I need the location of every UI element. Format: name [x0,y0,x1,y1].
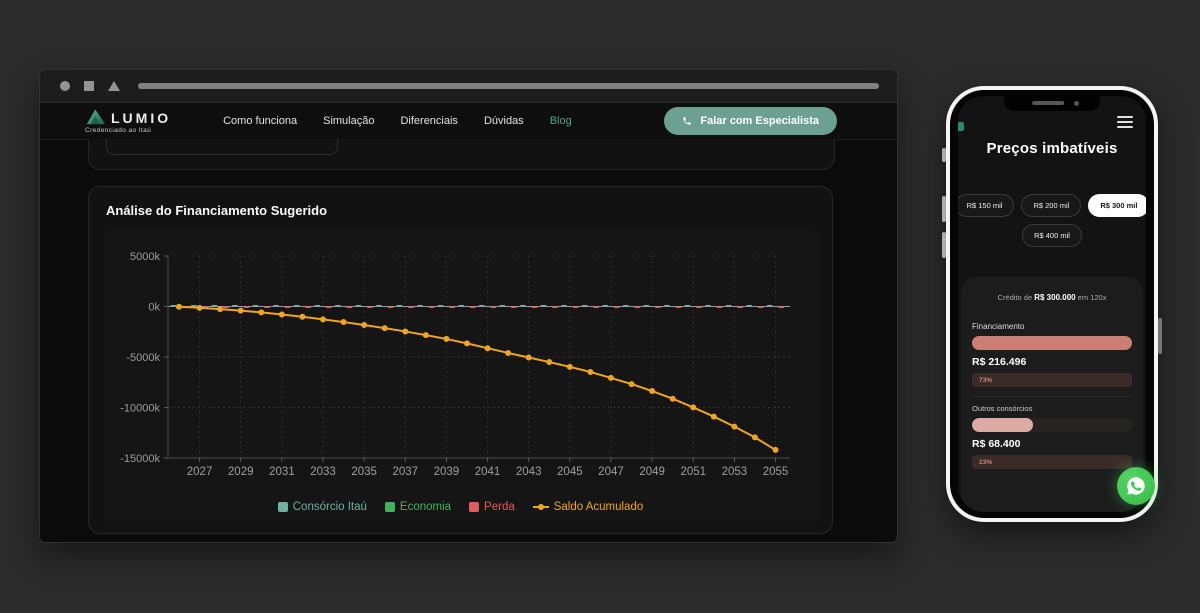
price-pill-300[interactable]: R$ 300 mil [1088,194,1146,217]
window-controls [60,81,120,91]
price-pill-row-2: R$ 400 mil [958,224,1146,247]
whatsapp-icon [1127,477,1145,495]
svg-text:-10000k: -10000k [120,403,160,415]
legend-marker-icon [469,502,480,512]
chart-panel: 5000k 0k -5000k -10000k -15000k 2027 2029 2031 2… [104,229,817,522]
legend-marker-icon [532,504,549,510]
main-nav: Como funciona Simulação Diferenciais Dúv… [223,115,572,127]
triangle-logo-icon [86,109,106,125]
camera-icon [1074,100,1079,106]
circle-icon[interactable] [60,81,70,91]
financing-analysis-card: Análise do Financiamento Sugerido 5000k 0… [88,186,833,534]
legend-label: Saldo Acumulado [553,501,644,513]
svg-text:2033: 2033 [310,466,336,478]
nav-item-como-funciona[interactable]: Como funciona [223,115,298,127]
hamburger-menu-icon[interactable] [1117,116,1133,131]
legend-label: Economia [399,501,452,513]
legend-item: Economia [384,501,452,513]
svg-text:2041: 2041 [475,466,501,478]
svg-text:-5000k: -5000k [126,352,160,364]
financing-value: R$ 216.496 [972,356,1027,368]
nav-item-blog[interactable]: Blog [549,115,572,127]
phone-power-button [1158,318,1162,354]
phone-volume-up-button [942,196,946,222]
financing-bar [972,336,1132,350]
previous-section-inner-box [106,139,338,155]
logo-tagline: Credenciado ao Itaú [85,127,152,134]
legend-item: Saldo Acumulado [532,501,644,513]
phone-volume-down-button [942,232,946,258]
phone-screen: Preços imbatíveis R$ 150 mil R$ 200 mil … [958,96,1146,512]
credit-amount: R$ 300.000 [1034,293,1076,302]
divider [972,396,1132,397]
legend-item: Consórcio Itaú [277,501,367,513]
svg-text:2039: 2039 [434,466,460,478]
financing-percent-bar: 73% [972,373,1132,387]
chart-title: Análise do Financiamento Sugerido [106,203,328,218]
browser-window: LUMIO Credenciado ao Itaú Como funciona … [40,70,897,542]
cta-label: Falar com Especialista [700,115,819,127]
other-consortiums-bar-track [972,418,1132,432]
svg-text:2029: 2029 [228,466,254,478]
svg-text:-15000k: -15000k [120,453,160,465]
phone-icon [683,117,692,125]
price-pill-150[interactable]: R$ 150 mil [958,194,1015,217]
svg-text:2031: 2031 [269,466,295,478]
svg-text:2047: 2047 [598,466,624,478]
nav-item-duvidas[interactable]: Dúvidas [483,115,524,127]
logo[interactable]: LUMIO Credenciado ao Itaú [85,108,171,134]
app-logo-icon [958,122,964,131]
other-consortiums-percent-bar: 23% [972,455,1132,469]
svg-text:2045: 2045 [557,466,583,478]
credit-suffix: em 120x [1075,293,1107,302]
svg-text:0k: 0k [148,302,160,314]
phone-page-title: Preços imbatíveis [986,140,1118,157]
financing-percent-label: 73% [979,376,993,384]
price-pill-400[interactable]: R$ 400 mil [1022,224,1082,247]
price-comparison-card: Crédito de R$ 300.000 em 120x Financiame… [961,277,1143,512]
other-consortiums-percent-label: 23% [979,458,993,466]
site-page: LUMIO Credenciado ao Itaú Como funciona … [40,103,897,542]
nav-item-diferenciais[interactable]: Diferenciais [400,115,458,127]
legend-item: Perda [469,501,515,513]
square-icon[interactable] [84,81,94,91]
legend-label: Consórcio Itaú [292,501,367,513]
legend-label: Perda [484,501,515,513]
other-consortiums-label: Outros consórcios [972,404,1033,413]
svg-text:2055: 2055 [763,466,789,478]
svg-text:5000k: 5000k [130,251,160,263]
nav-item-simulacao[interactable]: Simulação [323,115,375,127]
svg-text:2049: 2049 [639,466,665,478]
speaker-icon [1032,101,1065,105]
phone-notch [1004,96,1100,111]
svg-text:2027: 2027 [187,466,213,478]
browser-titlebar [40,70,897,103]
chart-legend: Consórcio Itaú Economia Perda Saldo Acumula… [104,501,817,513]
financing-chart: 5000k 0k -5000k -10000k -15000k 2027 2029 2031 2… [104,229,817,522]
other-consortiums-value: R$ 68.400 [972,438,1021,450]
phone-mockup: Preços imbatíveis R$ 150 mil R$ 200 mil … [942,86,1162,522]
financing-label: Financiamento [972,322,1025,331]
triangle-icon[interactable] [108,81,120,91]
previous-section-card [88,139,835,170]
svg-text:2051: 2051 [680,466,706,478]
svg-text:2035: 2035 [351,466,377,478]
address-bar[interactable] [138,83,879,89]
other-consortiums-bar-fill [972,418,1033,432]
price-pill-200[interactable]: R$ 200 mil [1021,194,1082,217]
credit-prefix: Crédito de [997,293,1035,302]
talk-to-specialist-button[interactable]: Falar com Especialista [664,107,837,135]
phone-mute-switch [942,148,946,162]
svg-text:2037: 2037 [392,466,418,478]
legend-marker-icon [384,502,395,512]
credit-summary: Crédito de R$ 300.000 em 120x [972,293,1132,302]
legend-marker-icon [277,502,288,512]
svg-text:2043: 2043 [516,466,542,478]
site-header: LUMIO Credenciado ao Itaú Como funciona … [40,103,897,140]
price-pill-row-1: R$ 150 mil R$ 200 mil R$ 300 mil [958,194,1146,217]
svg-text:2053: 2053 [722,466,748,478]
whatsapp-button[interactable] [1117,467,1155,505]
logo-name: LUMIO [111,110,172,126]
